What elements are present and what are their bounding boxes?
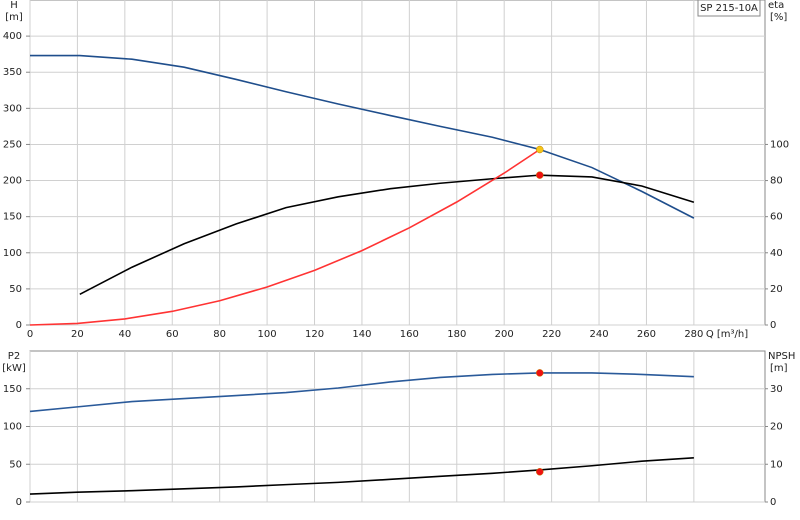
y2-tick-label: 0 [770,320,776,331]
x-tick-label: 40 [118,329,131,340]
operating-point [536,171,544,179]
y-tick-label: 250 [3,139,22,150]
y2-tick-label: 10 [770,459,783,470]
y-tick-label: 400 [3,31,22,42]
curve [29,148,541,326]
x-tick-label: 240 [589,329,608,340]
y2-axis-unit: [%] [770,12,787,23]
y-tick-label: 50 [9,284,22,295]
y2-axis-unit: [m] [770,363,788,374]
y-axis-unit: [kW] [2,363,26,374]
x-axis-label: Q [m³/h] [706,329,748,340]
y-tick-label: 150 [3,212,22,223]
y2-tick-label: 20 [770,284,783,295]
x-tick-label: 100 [258,329,277,340]
operating-point [536,468,544,476]
x-tick-label: 160 [400,329,419,340]
y-axis-label: H [10,0,18,11]
x-tick-label: 140 [352,329,371,340]
curve [29,372,694,413]
y-axis-unit: [m] [5,12,23,23]
x-tick-label: 220 [542,329,561,340]
y2-tick-label: 0 [770,497,776,508]
y2-axis-label: eta [768,0,784,11]
y-tick-label: 300 [3,103,22,114]
y2-tick-label: 60 [770,212,783,223]
y-tick-label: 0 [16,497,22,508]
y2-tick-label: 20 [770,422,783,433]
x-tick-label: 0 [27,329,33,340]
label-box [697,0,761,17]
y-tick-label: 50 [9,459,22,470]
y2-tick-label: 40 [770,248,783,259]
x-tick-label: 280 [684,329,703,340]
y-axis-label: P2 [8,351,20,362]
y2-tick-label: 80 [770,176,783,187]
y2-tick-label: 100 [770,139,789,150]
curve [79,174,695,296]
x-tick-label: 120 [305,329,324,340]
x-tick-label: 20 [71,329,84,340]
y2-axis-label: NPSH [768,351,795,362]
y-tick-label: 200 [3,176,22,187]
x-tick-label: 80 [213,329,226,340]
operating-point [536,145,544,154]
y-tick-label: 0 [16,320,22,331]
curve [30,54,695,219]
x-tick-label: 60 [166,329,179,340]
y2-tick-label: 30 [770,384,783,395]
pump-label: SP 215-10A [700,3,758,14]
y-tick-label: 350 [3,67,22,78]
x-tick-label: 180 [447,329,466,340]
y-tick-label: 100 [3,248,22,259]
y-tick-label: 100 [3,422,22,433]
operating-point [536,369,544,377]
x-tick-label: 200 [495,329,514,340]
y-tick-label: 150 [3,384,22,395]
curve [29,457,694,495]
x-tick-label: 260 [637,329,656,340]
